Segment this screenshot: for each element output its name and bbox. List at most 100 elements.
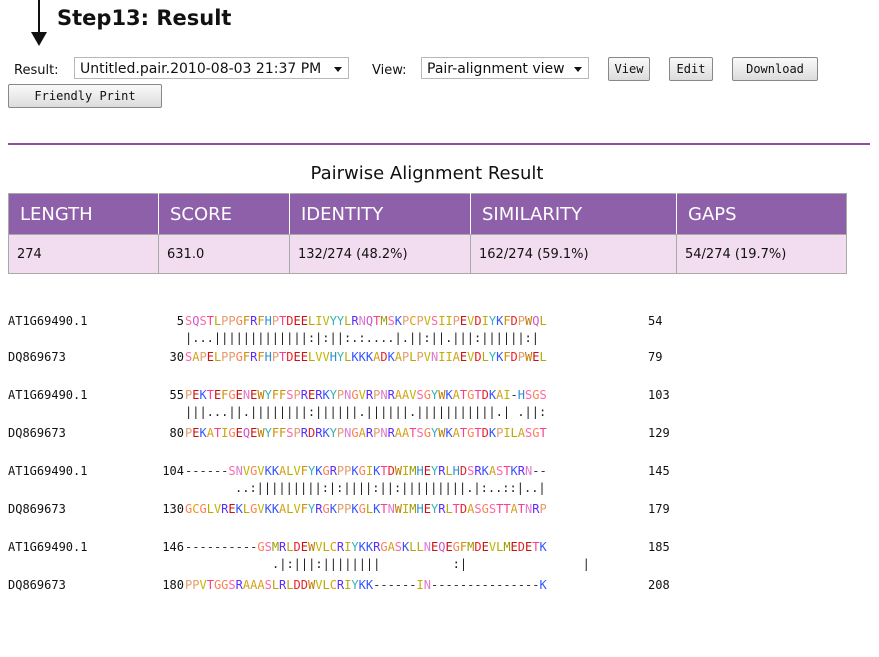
- residue: G: [532, 388, 540, 402]
- edit-button[interactable]: Edit: [669, 57, 713, 81]
- download-button[interactable]: Download: [732, 57, 818, 81]
- residue: A: [510, 502, 518, 516]
- result-label: Result:: [14, 63, 59, 78]
- residue: S: [286, 388, 294, 402]
- residue: G: [221, 578, 229, 592]
- residue: S: [228, 578, 236, 592]
- residue: L: [365, 502, 374, 516]
- residue: -: [510, 388, 518, 402]
- residue: L: [539, 350, 547, 364]
- residue: I: [416, 578, 424, 592]
- residue: T: [517, 502, 526, 516]
- residue: E: [300, 350, 308, 364]
- residue: R: [235, 578, 243, 592]
- alignment-row-bottom: DQ869673 30 SAPELPPGFRFHPTDEELVVHYLKKKAD…: [8, 349, 870, 365]
- residue: F: [503, 350, 511, 364]
- residue: P: [192, 578, 200, 592]
- view-button[interactable]: View: [608, 57, 650, 81]
- residue: P: [402, 350, 410, 364]
- residue: -: [474, 578, 482, 592]
- residue: -: [539, 464, 547, 478]
- residue: Y: [336, 314, 345, 328]
- residue: L: [213, 314, 222, 328]
- residue: S: [474, 502, 482, 516]
- residue: S: [394, 540, 403, 554]
- residue: V: [423, 350, 431, 364]
- residue: V: [423, 314, 431, 328]
- residue: L: [322, 540, 330, 554]
- residue: F: [271, 426, 280, 440]
- residue: G: [257, 540, 265, 554]
- residue: -: [532, 464, 540, 478]
- residue: K: [264, 502, 272, 516]
- residue: G: [322, 464, 330, 478]
- residue: A: [358, 426, 366, 440]
- residue: I: [503, 426, 511, 440]
- seq-name: AT1G69490.1: [8, 540, 88, 554]
- residue: E: [192, 388, 200, 402]
- residue: K: [373, 502, 381, 516]
- residue: -: [452, 578, 460, 592]
- residue: S: [228, 464, 236, 478]
- residue: -: [517, 578, 526, 592]
- residue: G: [235, 350, 243, 364]
- seq-end: 103: [648, 388, 670, 402]
- header-identity: IDENTITY: [289, 193, 471, 235]
- residue: M: [271, 540, 280, 554]
- residue: G: [358, 464, 366, 478]
- residue: I: [221, 426, 229, 440]
- alignment-match-line: |...|||||||||||||:|:||:.:....|.||:||.|||…: [185, 331, 540, 345]
- residue: E: [293, 350, 301, 364]
- residue: K: [539, 540, 547, 554]
- seq-residues: ------SNVGVKKALVFYKGRPPKGIKTDWIMHEYRLHDS…: [185, 463, 547, 479]
- residue: A: [394, 426, 403, 440]
- residue: V: [257, 502, 265, 516]
- residue: L: [286, 578, 294, 592]
- residue: K: [445, 426, 453, 440]
- residue: -: [242, 540, 251, 554]
- residue: K: [271, 464, 280, 478]
- residue: L: [286, 464, 294, 478]
- residue: Q: [438, 540, 446, 554]
- residue: K: [402, 540, 410, 554]
- residue: -: [459, 578, 468, 592]
- friendly-print-button[interactable]: Friendly Print: [8, 84, 162, 108]
- residue: N: [344, 426, 352, 440]
- residue: K: [235, 502, 243, 516]
- residue: R: [373, 540, 381, 554]
- residue: R: [279, 578, 287, 592]
- residue: -: [525, 578, 533, 592]
- residue: S: [496, 464, 504, 478]
- residue: T: [206, 314, 214, 328]
- residue: -: [206, 540, 214, 554]
- residue: G: [199, 502, 207, 516]
- view-label: View:: [372, 63, 407, 78]
- step-title: Step13: Result: [57, 6, 232, 30]
- alignment-row-top: AT1G69490.1 146 ----------GSMRLDEWVLCRIY…: [8, 539, 870, 555]
- residue: C: [192, 502, 200, 516]
- residue: E: [532, 350, 540, 364]
- seq-name: AT1G69490.1: [8, 314, 88, 328]
- residue: -: [206, 464, 214, 478]
- residue: -: [430, 578, 439, 592]
- seq-start: 55: [169, 388, 184, 402]
- residue: C: [329, 540, 337, 554]
- residue: N: [358, 314, 366, 328]
- residue: V: [409, 388, 417, 402]
- residue: H: [416, 502, 424, 516]
- residue: A: [488, 464, 497, 478]
- residue: T: [474, 388, 482, 402]
- residue: R: [336, 540, 345, 554]
- view-select[interactable]: Pair-alignment view: [421, 57, 589, 79]
- seq-name: AT1G69490.1: [8, 464, 88, 478]
- residue: K: [488, 426, 497, 440]
- result-select[interactable]: Untitled.pair.2010-08-03 21:37 PM: [74, 57, 349, 79]
- residue: R: [387, 426, 395, 440]
- residue: D: [474, 540, 482, 554]
- residue: A: [452, 350, 460, 364]
- residue: A: [496, 388, 504, 402]
- residue: Q: [192, 314, 200, 328]
- residue: P: [293, 426, 301, 440]
- residue: L: [242, 502, 251, 516]
- value-gaps: 54/274 (19.7%): [676, 234, 847, 274]
